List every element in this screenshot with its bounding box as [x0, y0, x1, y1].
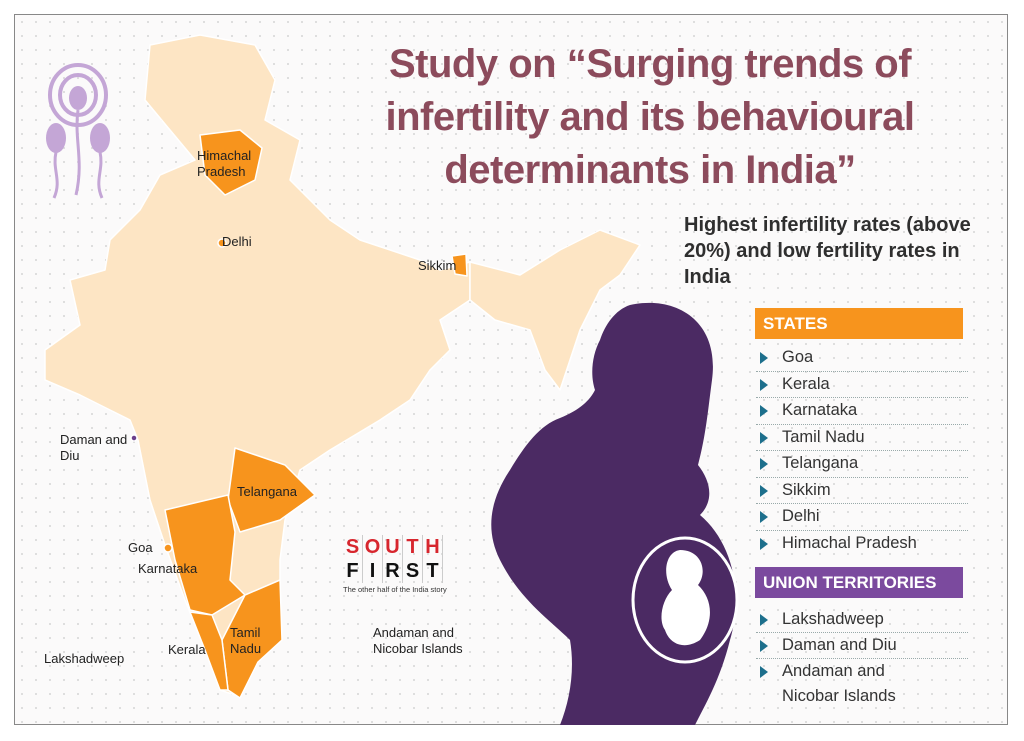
- sikkim-region: [451, 253, 468, 277]
- union-territories-list: Lakshadweep Daman and Diu Andaman and Ni…: [756, 607, 968, 709]
- northeast-map: [469, 229, 641, 391]
- list-item: Karnataka: [756, 398, 968, 425]
- label-delhi: Delhi: [222, 234, 252, 249]
- arrow-bullet-icon: [760, 352, 768, 364]
- arrow-bullet-icon: [760, 537, 768, 550]
- label-tamil-nadu: Tamil Nadu: [230, 625, 262, 656]
- list-item: Lakshadweep: [756, 607, 968, 633]
- arrow-bullet-icon: [760, 511, 768, 523]
- kerala-region: [189, 611, 229, 691]
- states-list: Goa Kerala Karnataka Tamil Nadu Telangan…: [756, 345, 968, 556]
- state-name: Kerala: [782, 374, 830, 393]
- ut-name: Andaman and Nicobar Islands: [782, 662, 896, 705]
- states-header: STATES: [755, 308, 963, 339]
- arrow-bullet-icon: [760, 431, 768, 444]
- list-item: Sikkim: [756, 478, 968, 504]
- list-item: Delhi: [756, 504, 968, 531]
- list-item: Andaman and Nicobar Islands: [756, 659, 968, 709]
- arrow-bullet-icon: [760, 378, 768, 391]
- label-sikkim: Sikkim: [418, 258, 457, 273]
- state-name: Telangana: [782, 454, 859, 472]
- daman-region: [130, 434, 138, 442]
- arrow-bullet-icon: [760, 666, 768, 678]
- sperm-icon: [46, 63, 110, 199]
- page-title: Study on “Surging trends of infertility …: [300, 38, 1000, 197]
- subtitle: Highest infertility rates (above 20%) an…: [684, 214, 971, 288]
- label-karnataka: Karnataka: [138, 561, 198, 576]
- label-daman-diu: Daman and Diu: [60, 432, 128, 463]
- union-territories-header: UNION TERRITORIES: [755, 567, 963, 598]
- arrow-bullet-icon: [760, 458, 768, 470]
- delhi-region: [217, 238, 227, 248]
- title-line-1: Study on “Surging trends of: [388, 42, 912, 86]
- arrow-bullet-icon: [760, 614, 768, 626]
- logo-tagline: The other half of the India story: [343, 585, 447, 594]
- label-lakshadweep: Lakshadweep: [44, 651, 125, 666]
- state-name: Karnataka: [782, 401, 858, 419]
- ut-name: Lakshadweep: [782, 610, 884, 628]
- state-name: Sikkim: [782, 480, 831, 499]
- list-item: Goa: [756, 345, 968, 372]
- himachal-pradesh-region: [199, 129, 263, 196]
- list-item: Daman and Diu: [756, 633, 968, 659]
- list-item: Tamil Nadu: [756, 425, 968, 451]
- state-name: Tamil Nadu: [782, 427, 865, 446]
- state-name: Goa: [782, 348, 814, 366]
- ut-name: Daman and Diu: [782, 636, 897, 654]
- label-goa: Goa: [128, 540, 153, 555]
- label-kerala: Kerala: [168, 642, 206, 657]
- state-name: Delhi: [782, 507, 820, 525]
- title-line-2: infertility and its behavioural: [385, 95, 915, 139]
- state-name: Himachal Pradesh: [782, 533, 917, 552]
- arrow-bullet-icon: [760, 640, 768, 652]
- label-himachal-pradesh: Himachal Pradesh: [197, 148, 252, 179]
- list-item: Himachal Pradesh: [756, 531, 968, 557]
- label-telangana: Telangana: [237, 484, 297, 499]
- label-andaman-nicobar: Andaman and Nicobar Islands: [373, 625, 463, 656]
- arrow-bullet-icon: [760, 405, 768, 417]
- pregnant-woman-silhouette: [491, 302, 739, 725]
- arrow-bullet-icon: [760, 484, 768, 497]
- title-line-3: determinants in India”: [444, 148, 856, 192]
- goa-region: [163, 543, 173, 553]
- list-item: Telangana: [756, 451, 968, 478]
- list-item: Kerala: [756, 372, 968, 398]
